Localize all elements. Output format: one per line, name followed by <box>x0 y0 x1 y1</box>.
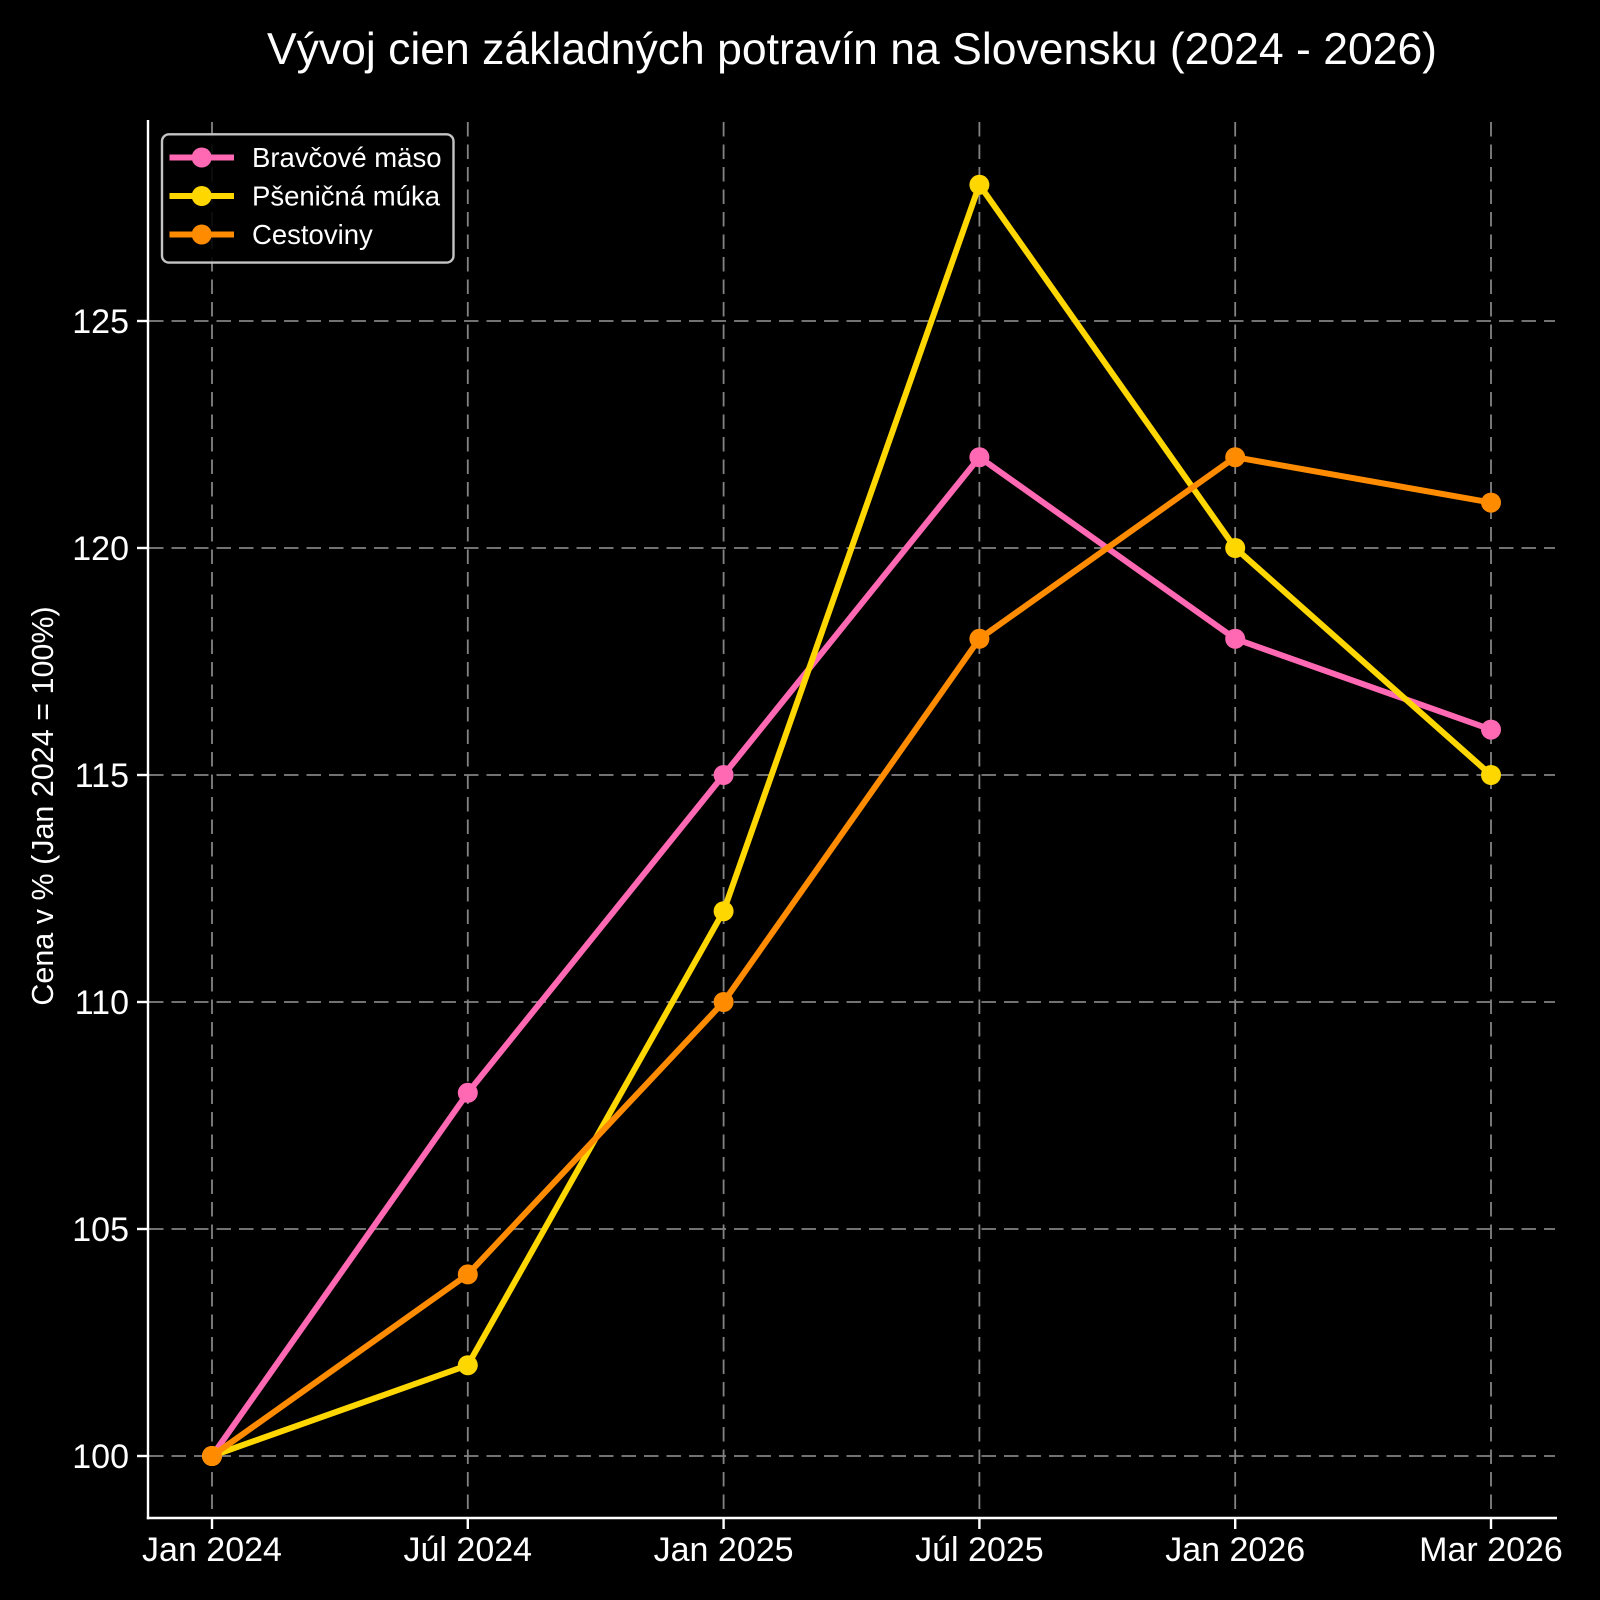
svg-text:100: 100 <box>72 1438 129 1476</box>
svg-text:Pšeničná múka: Pšeničná múka <box>252 181 441 212</box>
svg-text:Júl 2024: Júl 2024 <box>404 1531 533 1569</box>
svg-text:115: 115 <box>75 757 129 795</box>
svg-text:Júl 2025: Júl 2025 <box>915 1531 1044 1569</box>
svg-text:Cestoviny: Cestoviny <box>252 219 373 250</box>
svg-text:125: 125 <box>72 303 129 341</box>
svg-text:Cena v % (Jan 2024 = 100%): Cena v % (Jan 2024 = 100%) <box>26 606 60 1005</box>
svg-text:Bravčové mäso: Bravčové mäso <box>252 142 442 173</box>
svg-text:Vývoj cien základných potravín: Vývoj cien základných potravín na Sloven… <box>267 25 1437 74</box>
svg-text:Jan 2024: Jan 2024 <box>142 1531 282 1569</box>
svg-text:105: 105 <box>72 1211 129 1249</box>
svg-text:Jan 2025: Jan 2025 <box>654 1531 794 1569</box>
svg-text:Jan 2026: Jan 2026 <box>1165 1531 1305 1569</box>
svg-text:110: 110 <box>75 984 129 1022</box>
svg-text:120: 120 <box>72 530 129 568</box>
svg-text:Mar 2026: Mar 2026 <box>1419 1531 1563 1569</box>
